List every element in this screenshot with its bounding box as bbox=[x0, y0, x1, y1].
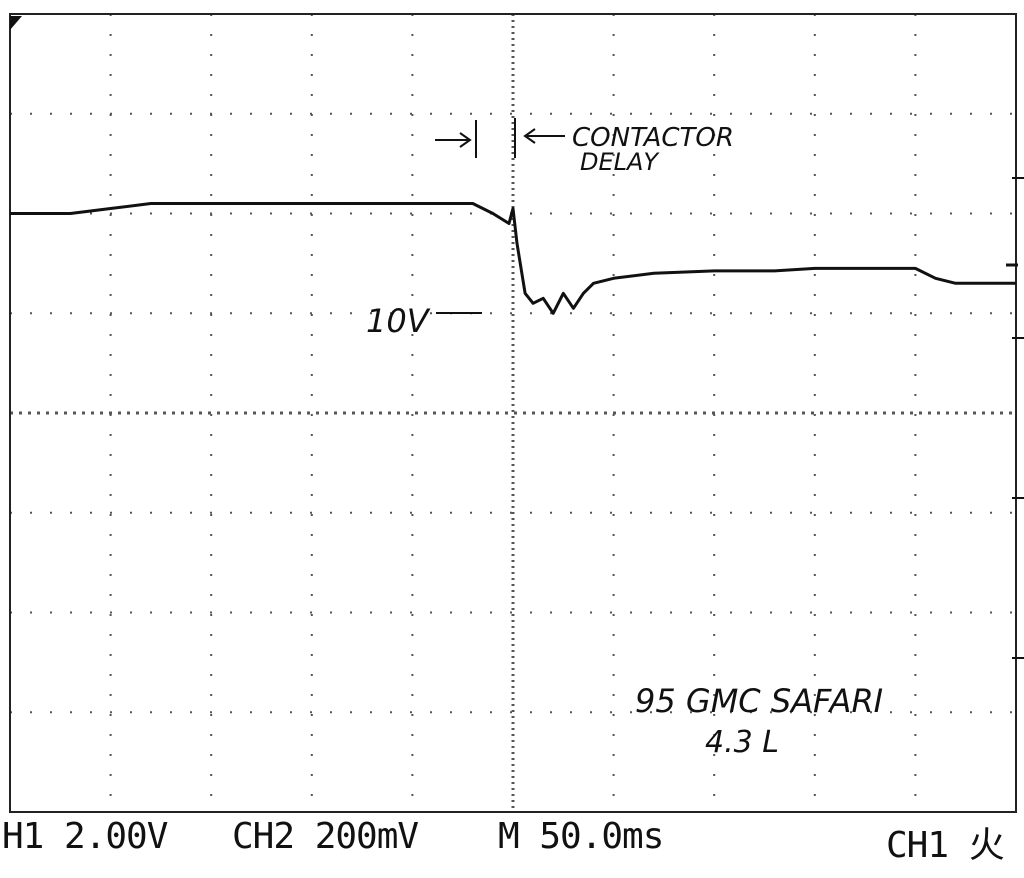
contactor-label: CONTACTOR bbox=[572, 123, 734, 153]
ground-reference-marker bbox=[10, 16, 22, 30]
trigger-source-readout: CH1 ⽕ bbox=[886, 825, 1005, 866]
screen-border bbox=[9, 13, 1017, 813]
contactor-delay-annotation bbox=[435, 118, 565, 158]
graticule-grid bbox=[10, 14, 1016, 812]
delay-label: DELAY bbox=[580, 148, 660, 176]
right-edge-ticks bbox=[1012, 177, 1024, 659]
ch1-scale-readout: H1 2.00V bbox=[2, 816, 168, 857]
engine-label: 4.3 L bbox=[705, 725, 779, 760]
vehicle-label: 95 GMC SAFARI bbox=[635, 682, 883, 720]
voltage-level-label: 10V bbox=[366, 302, 431, 340]
ch2-scale-readout: CH2 200mV bbox=[232, 816, 419, 857]
timebase-readout: M 50.0ms bbox=[498, 816, 664, 857]
ch1-trace bbox=[10, 202, 1016, 315]
